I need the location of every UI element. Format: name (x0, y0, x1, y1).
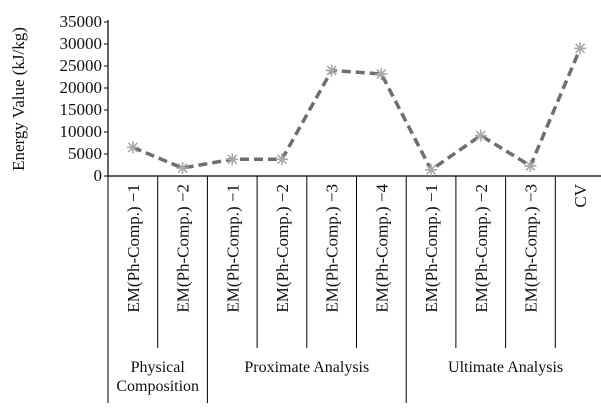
data-point-marker (275, 153, 288, 166)
data-point-marker (524, 159, 537, 172)
group-label: Physical (131, 359, 186, 376)
data-point-marker (474, 129, 487, 142)
group-label: Composition (116, 378, 199, 395)
y-tick-label: 5000 (68, 144, 102, 163)
category-label: EM(Ph-Comp.) −4 (372, 184, 391, 313)
y-tick-label: 30000 (60, 34, 103, 53)
category-label: EM(Ph-Comp.) −2 (174, 184, 193, 313)
data-point-marker (574, 42, 587, 55)
y-tick-label: 0 (94, 166, 103, 185)
y-tick-label: 25000 (60, 56, 103, 75)
data-point-marker (425, 163, 438, 176)
group-label: Proximate Analysis (244, 359, 369, 376)
category-label: CV (571, 183, 590, 207)
category-label: EM(Ph-Comp.) −3 (521, 184, 540, 313)
category-label: EM(Ph-Comp.) −1 (422, 184, 441, 313)
data-point-marker (375, 67, 388, 80)
category-label: EM(Ph-Comp.) −1 (223, 184, 242, 313)
data-point-marker (126, 141, 139, 154)
category-label: EM(Ph-Comp.) −2 (273, 184, 292, 313)
data-point-marker (176, 162, 189, 175)
y-tick-label: 15000 (60, 100, 103, 119)
category-label: EM(Ph-Comp.) −3 (323, 184, 342, 313)
data-point-marker (325, 64, 338, 77)
y-axis-title: Energy Value (kJ/kg) (9, 27, 28, 171)
y-tick-label: 20000 (60, 78, 103, 97)
series-line (132, 47, 582, 172)
group-label: Ultimate Analysis (448, 359, 563, 376)
y-tick-label: 10000 (60, 122, 103, 141)
y-tick-label: 35000 (60, 12, 103, 31)
category-label: EM(Ph-Comp.) −2 (472, 184, 491, 313)
category-label: EM(Ph-Comp.) −1 (124, 184, 143, 313)
data-point-marker (226, 153, 239, 166)
